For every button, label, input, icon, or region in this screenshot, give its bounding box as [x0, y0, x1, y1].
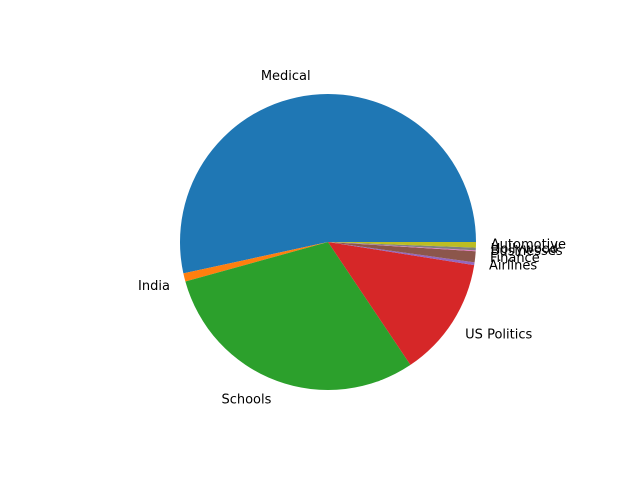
- pie-label-hollywood: Hollywood: [491, 242, 558, 257]
- pie-slice-automotive: [328, 242, 476, 248]
- pie-label-schools: Schools: [221, 392, 271, 407]
- pie-slices: [180, 94, 476, 391]
- pie-slice-airlines: [328, 242, 475, 266]
- pie-slice-businesses: [328, 242, 476, 252]
- pie-label-automotive: Automotive: [491, 238, 566, 253]
- pie-slice-finance: [328, 242, 476, 263]
- pie-slice-hollywood: [328, 242, 476, 251]
- pie-slice-schools: [185, 242, 411, 391]
- pie-label-airlines: Airlines: [489, 258, 537, 273]
- pie-label-us-politics: US Politics: [465, 327, 532, 342]
- pie-labels: Medical India Schools US Politics AirlinesFi…: [138, 69, 566, 407]
- pie-label-india: India: [138, 279, 170, 294]
- pie-label-finance: Finance: [490, 251, 540, 266]
- pie-slice-india: [183, 242, 328, 282]
- pie-label-medical: Medical: [261, 69, 311, 84]
- pie-label-businesses: Businesses: [491, 244, 563, 259]
- pie-slice-medical: [180, 94, 476, 274]
- pie-slice-us-politics: [328, 242, 475, 365]
